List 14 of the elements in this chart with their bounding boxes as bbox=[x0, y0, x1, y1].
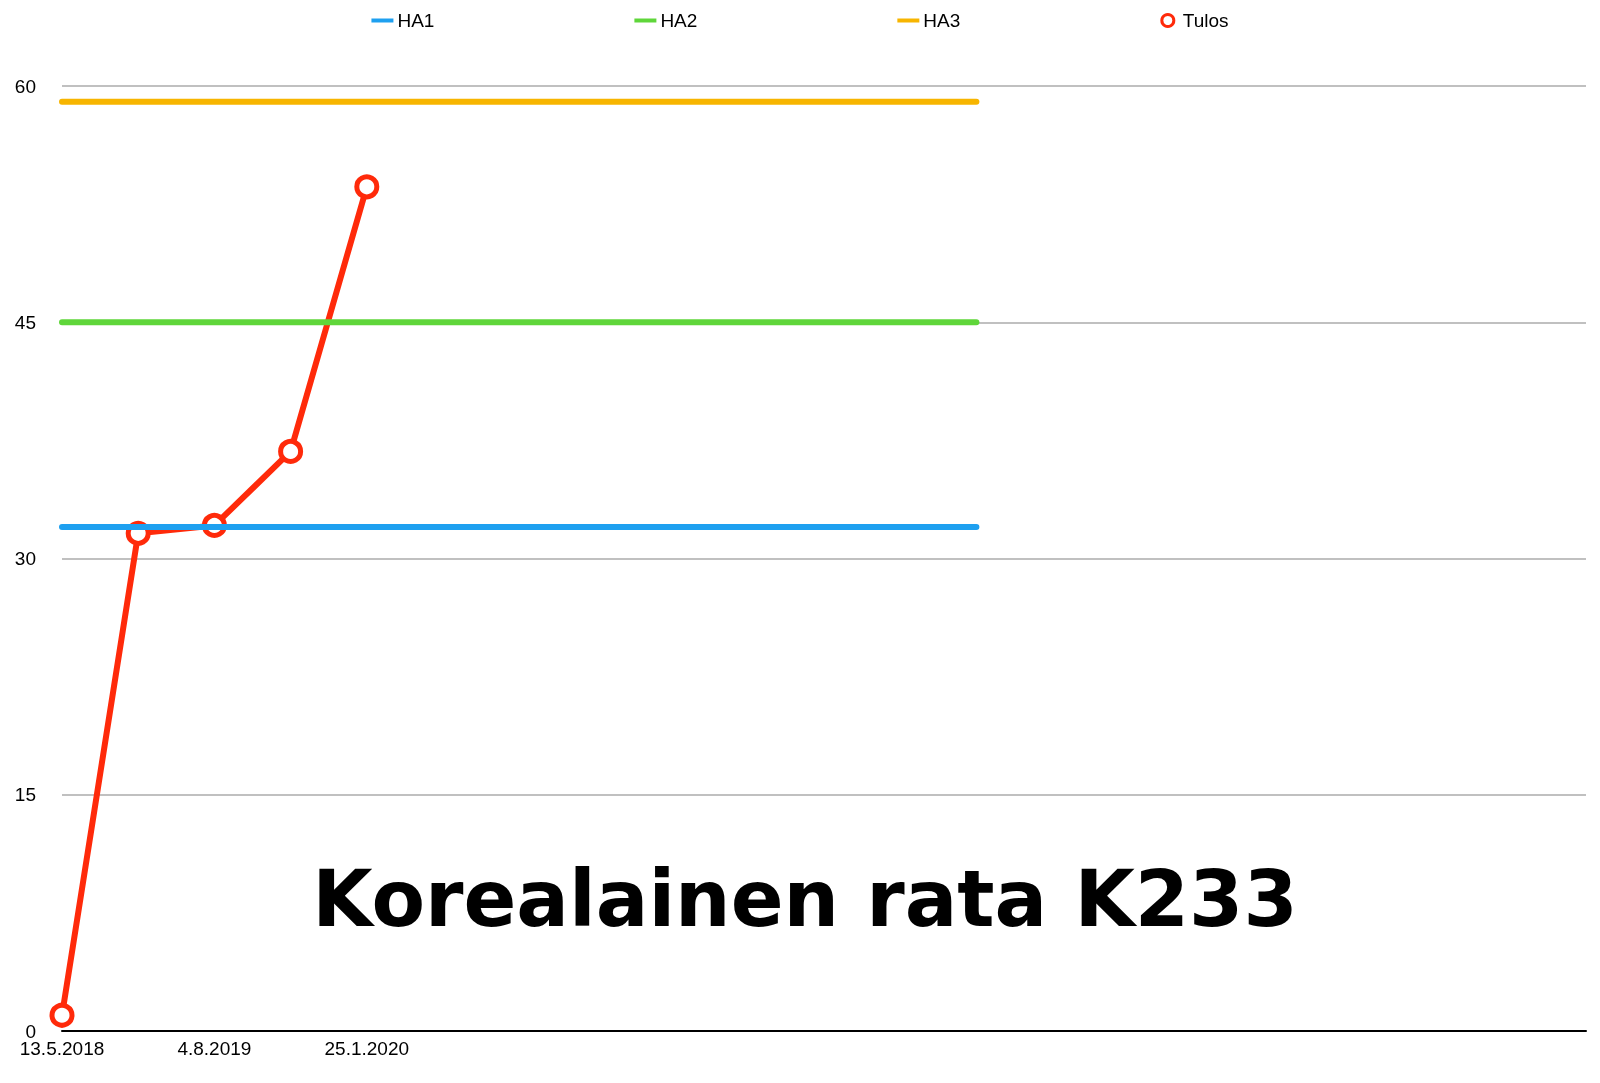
point bbox=[49, 1002, 75, 1028]
legend-label: HA2 bbox=[660, 10, 698, 31]
y-tick-label: 60 bbox=[14, 75, 36, 97]
legend-label: HA3 bbox=[923, 10, 961, 31]
legend-label: HA1 bbox=[397, 10, 435, 31]
x-tick-label: 4.8.2019 bbox=[177, 1038, 252, 1059]
legend-label: Tulos bbox=[1182, 10, 1229, 31]
point bbox=[354, 174, 380, 200]
y-tick-label: 15 bbox=[14, 784, 36, 806]
point bbox=[278, 438, 304, 464]
text: Korealainen rata K233 bbox=[312, 854, 1298, 944]
y-tick-label: 30 bbox=[14, 548, 36, 569]
y-tick-label: 45 bbox=[14, 311, 36, 333]
x-tick-label: 25.1.2020 bbox=[324, 1038, 410, 1059]
